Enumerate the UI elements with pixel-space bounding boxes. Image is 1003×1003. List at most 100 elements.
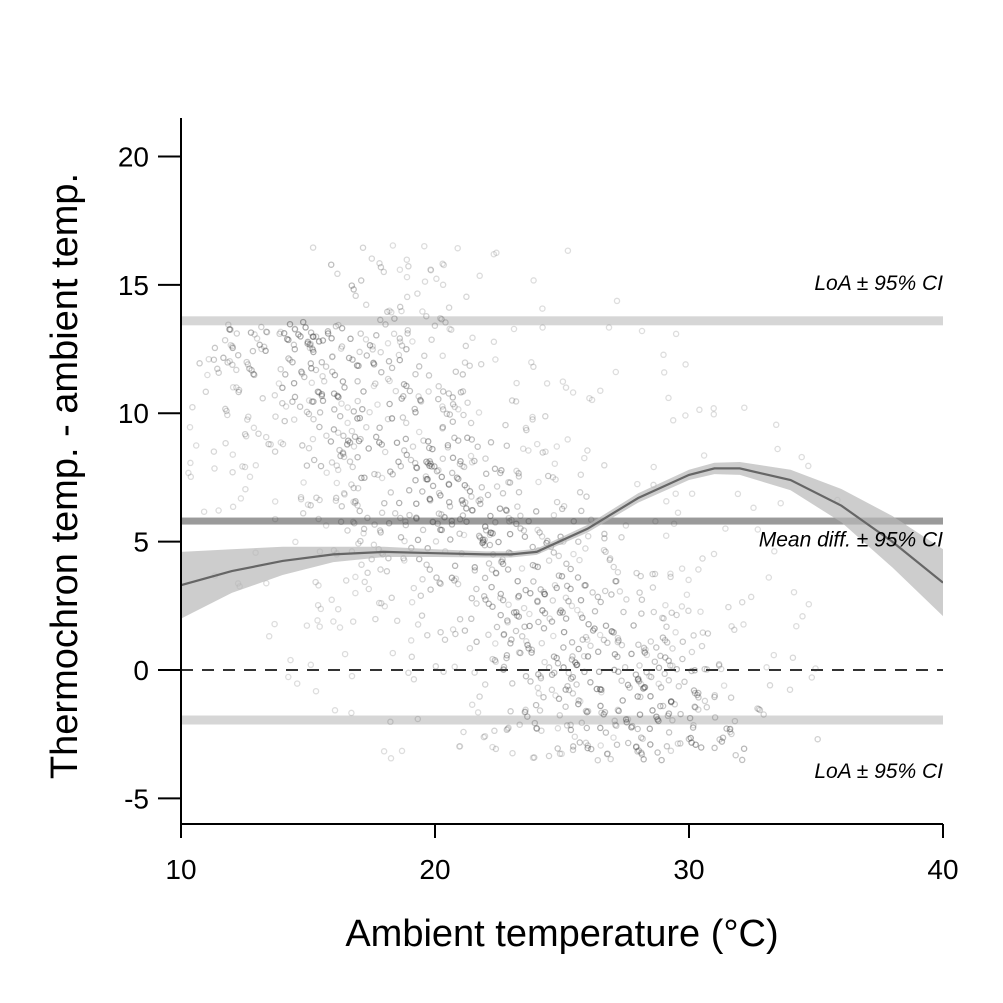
x-tick-label: 40	[927, 854, 958, 885]
scatter-point	[426, 495, 433, 503]
scatter-point	[574, 606, 581, 614]
scatter-point	[316, 623, 323, 630]
scatter-point	[524, 713, 531, 720]
scatter-point	[374, 471, 382, 479]
scatter-point	[477, 360, 485, 368]
scatter-point	[628, 650, 635, 658]
scatter-point	[300, 479, 307, 486]
scatter-point	[678, 565, 686, 572]
scatter-point	[439, 260, 446, 268]
scatter-point	[701, 697, 709, 705]
scatter-point	[555, 552, 563, 560]
scatter-point	[205, 355, 213, 363]
scatter-point	[638, 610, 645, 617]
scatter-point	[672, 629, 679, 636]
scatter-point	[445, 481, 453, 488]
scatter-point	[463, 484, 471, 491]
scatter-point	[449, 400, 457, 408]
scatter-point	[474, 443, 481, 450]
scatter-point	[674, 509, 682, 516]
scatter-point	[623, 596, 630, 603]
scatter-point	[351, 433, 359, 440]
scatter-point	[469, 507, 476, 514]
smooth-fit	[181, 462, 943, 619]
scatter-point	[277, 365, 284, 373]
scatter-point	[503, 654, 510, 662]
scatter-point	[312, 578, 319, 586]
scatter-point	[493, 249, 500, 257]
scatter-point	[513, 467, 520, 475]
scatter-point	[385, 358, 393, 365]
scatter-point	[500, 666, 508, 673]
scatter-point	[481, 732, 489, 740]
scatter-point	[584, 744, 591, 752]
scatter-point	[489, 603, 496, 610]
scatter-point	[275, 380, 283, 387]
scatter-point	[728, 623, 735, 630]
scatter-point	[603, 750, 611, 758]
scatter-point	[481, 574, 489, 582]
scatter-point	[502, 506, 510, 514]
scatter-point	[673, 665, 681, 673]
scatter-point	[227, 326, 234, 333]
scatter-point	[377, 529, 384, 536]
scatter-point	[397, 514, 404, 522]
scatter-point	[551, 581, 559, 589]
scatter-point	[381, 448, 389, 456]
scatter-point	[482, 455, 489, 462]
scatter-point	[552, 476, 559, 483]
scatter-point	[575, 700, 582, 708]
scatter-point	[417, 398, 425, 405]
scatter-point	[605, 324, 613, 331]
scatter-point	[492, 519, 499, 526]
scatter-point	[515, 613, 523, 620]
scatter-point	[458, 497, 465, 504]
scatter-point	[369, 343, 376, 350]
scatter-point	[185, 469, 192, 477]
scatter-point	[514, 577, 521, 585]
scatter-point	[354, 453, 361, 461]
scatter-point	[597, 702, 604, 710]
scatter-point	[272, 413, 279, 420]
scatter-point	[562, 703, 569, 710]
scatter-point	[523, 638, 530, 645]
scatter-point	[691, 703, 698, 711]
scatter-point	[468, 615, 475, 623]
scatter-point	[397, 534, 405, 541]
scatter-point	[423, 312, 430, 320]
scatter-point	[491, 656, 499, 664]
scatter-point	[640, 644, 648, 652]
scatter-point	[299, 318, 307, 326]
scatter-point	[699, 555, 706, 562]
scatter-point	[632, 671, 640, 678]
scatter-point	[405, 669, 412, 677]
scatter-point	[510, 609, 518, 616]
scatter-point	[338, 400, 345, 407]
scatter-point	[583, 724, 591, 732]
scatter-point	[685, 607, 692, 615]
scatter-point	[353, 362, 361, 369]
scatter-point	[433, 467, 441, 475]
scatter-point	[527, 678, 534, 685]
scatter-point	[490, 250, 498, 258]
scatter-point	[328, 353, 336, 361]
scatter-point	[640, 685, 647, 692]
scatter-point	[589, 627, 597, 634]
scatter-point	[419, 526, 427, 534]
scatter-point	[448, 469, 456, 477]
scatter-point	[396, 338, 404, 346]
scatter-point	[387, 489, 395, 496]
scatter-point	[229, 342, 236, 350]
scatter-point	[657, 702, 664, 710]
scatter-point	[424, 438, 432, 445]
scatter-point	[595, 668, 603, 676]
scatter-point	[637, 693, 644, 701]
scatter-point	[402, 419, 410, 427]
scatter-point	[618, 641, 626, 649]
scatter-point	[658, 614, 666, 622]
scatter-point	[479, 536, 487, 543]
scatter-point	[503, 652, 511, 659]
scatter-point	[632, 743, 640, 751]
scatter-point	[448, 517, 456, 525]
scatter-point	[251, 331, 258, 338]
